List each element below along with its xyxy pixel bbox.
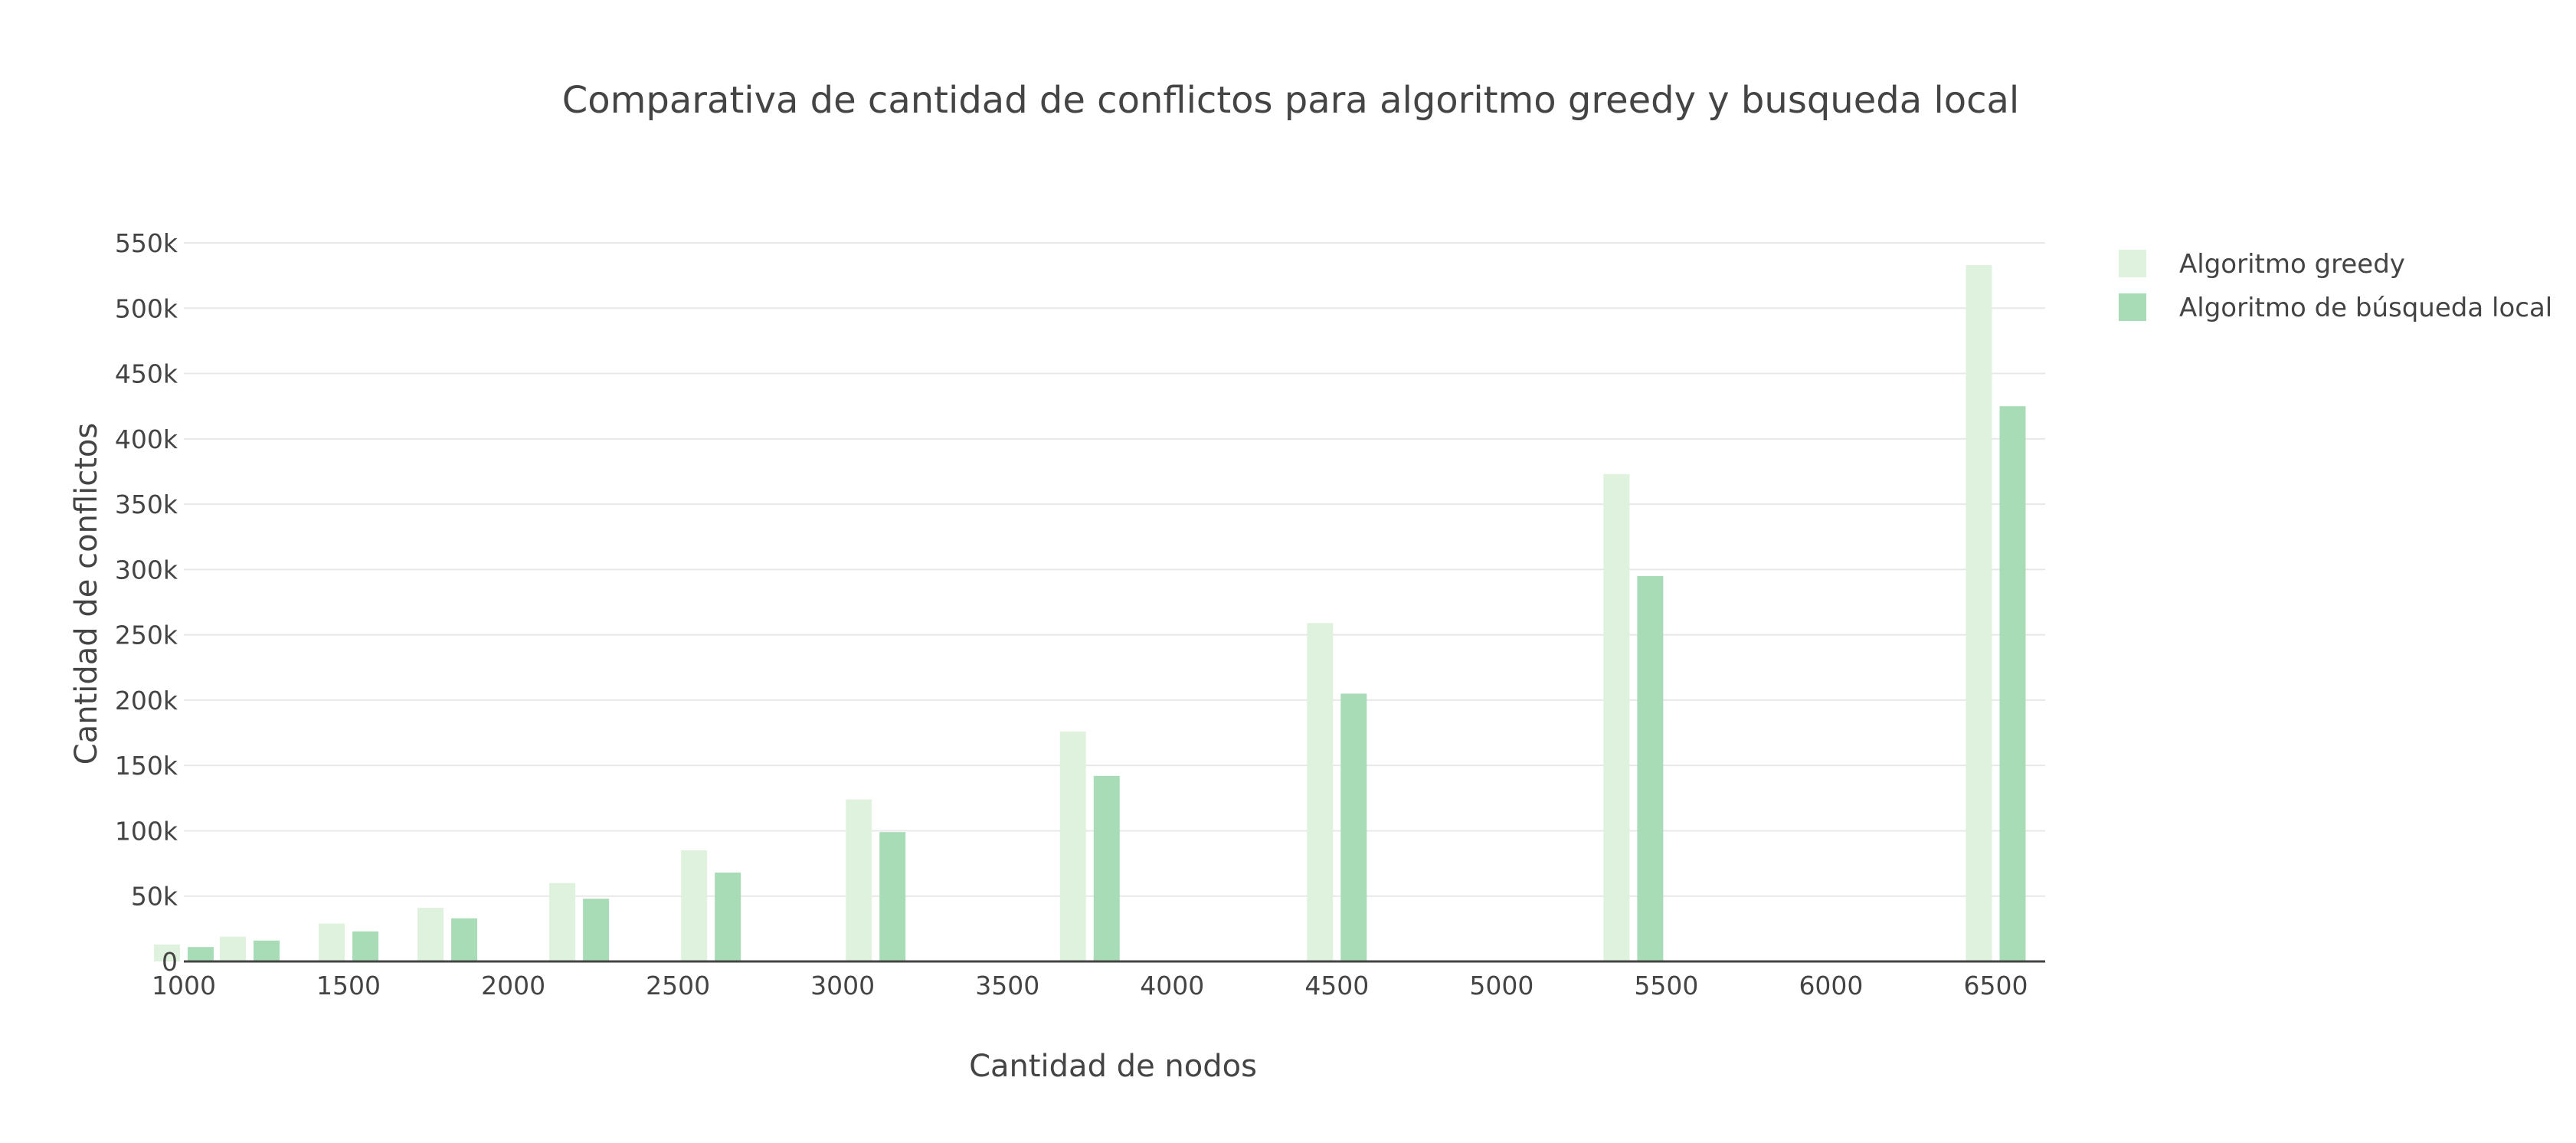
y-tick-label: 350k [115, 490, 178, 519]
bar-local-search[interactable] [1999, 406, 2026, 961]
y-tick-label: 200k [115, 686, 178, 716]
y-tick-label: 100k [115, 816, 178, 846]
y-axis-ticks: 0 50k 100k 150k 200k 250k 300k 350k 400k 450k 500k… [115, 228, 178, 977]
bar-greedy[interactable] [1059, 731, 1086, 961]
bar-local-search[interactable] [1340, 693, 1367, 961]
y-tick-label: 250k [115, 621, 178, 650]
x-tick-label: 4000 [1140, 971, 1204, 1001]
bar-greedy[interactable] [549, 883, 576, 961]
legend-item[interactable]: Algoritmo de búsqueda local [2119, 293, 2552, 323]
bar-greedy[interactable] [154, 944, 180, 961]
x-tick-label: 3000 [810, 971, 875, 1001]
y-tick-label: 50k [131, 882, 178, 912]
y-tick-label: 0 [162, 947, 178, 977]
bar-local-search[interactable] [715, 873, 741, 961]
bar-greedy[interactable] [417, 908, 444, 961]
y-tick-label: 400k [115, 424, 178, 454]
bar-greedy[interactable] [1603, 473, 1630, 961]
bar-local-search[interactable] [352, 931, 379, 961]
x-tick-label: 4500 [1304, 971, 1369, 1001]
x-tick-label: 5000 [1469, 971, 1533, 1001]
y-tick-label: 450k [115, 359, 178, 389]
x-tick-label: 1500 [316, 971, 381, 1001]
chart-title: Comparativa de cantidad de conflictos pa… [562, 79, 2019, 122]
legend[interactable]: Algoritmo greedy Algoritmo de búsqueda lo… [2119, 249, 2552, 323]
y-tick-label: 300k [115, 555, 178, 585]
bar-greedy[interactable] [846, 799, 872, 961]
bar-local-search[interactable] [879, 832, 906, 961]
bar-greedy[interactable] [1307, 623, 1334, 961]
bar-local-search[interactable] [1093, 775, 1120, 961]
x-tick-label: 6000 [1799, 971, 1863, 1001]
y-axis-title: Cantidad de conflictos [69, 423, 104, 765]
x-tick-label: 2500 [646, 971, 710, 1001]
legend-label: Algoritmo greedy [2179, 249, 2405, 280]
x-axis-title: Cantidad de nodos [969, 1049, 1257, 1084]
y-tick-label: 150k [115, 751, 178, 781]
x-tick-label: 3500 [975, 971, 1039, 1001]
x-axis-ticks: 1000 1500 2000 2500 3000 3500 4000 4500 5000 5500… [152, 971, 2028, 1001]
x-tick-label: 2000 [481, 971, 545, 1001]
bar-greedy[interactable] [319, 923, 345, 961]
bar-local-search[interactable] [1637, 575, 1664, 961]
y-tick-label: 500k [115, 293, 178, 323]
bar-local-search[interactable] [254, 940, 280, 961]
bar-local-search[interactable] [583, 899, 610, 961]
gridlines [184, 242, 2045, 897]
legend-item[interactable]: Algoritmo greedy [2119, 249, 2405, 280]
bar-local-search[interactable] [451, 918, 478, 961]
bar-local-search[interactable] [188, 947, 214, 961]
bars [154, 264, 2026, 961]
bar-greedy[interactable] [220, 936, 247, 961]
x-tick-label: 1000 [152, 971, 216, 1001]
legend-swatch [2119, 293, 2146, 321]
x-tick-label: 6500 [1963, 971, 2028, 1001]
y-tick-label: 550k [115, 228, 178, 258]
x-tick-label: 5500 [1634, 971, 1698, 1001]
bar-greedy[interactable] [1966, 264, 1992, 961]
legend-label: Algoritmo de búsqueda local [2179, 293, 2552, 323]
bar-greedy[interactable] [681, 850, 708, 961]
legend-swatch [2119, 250, 2146, 277]
